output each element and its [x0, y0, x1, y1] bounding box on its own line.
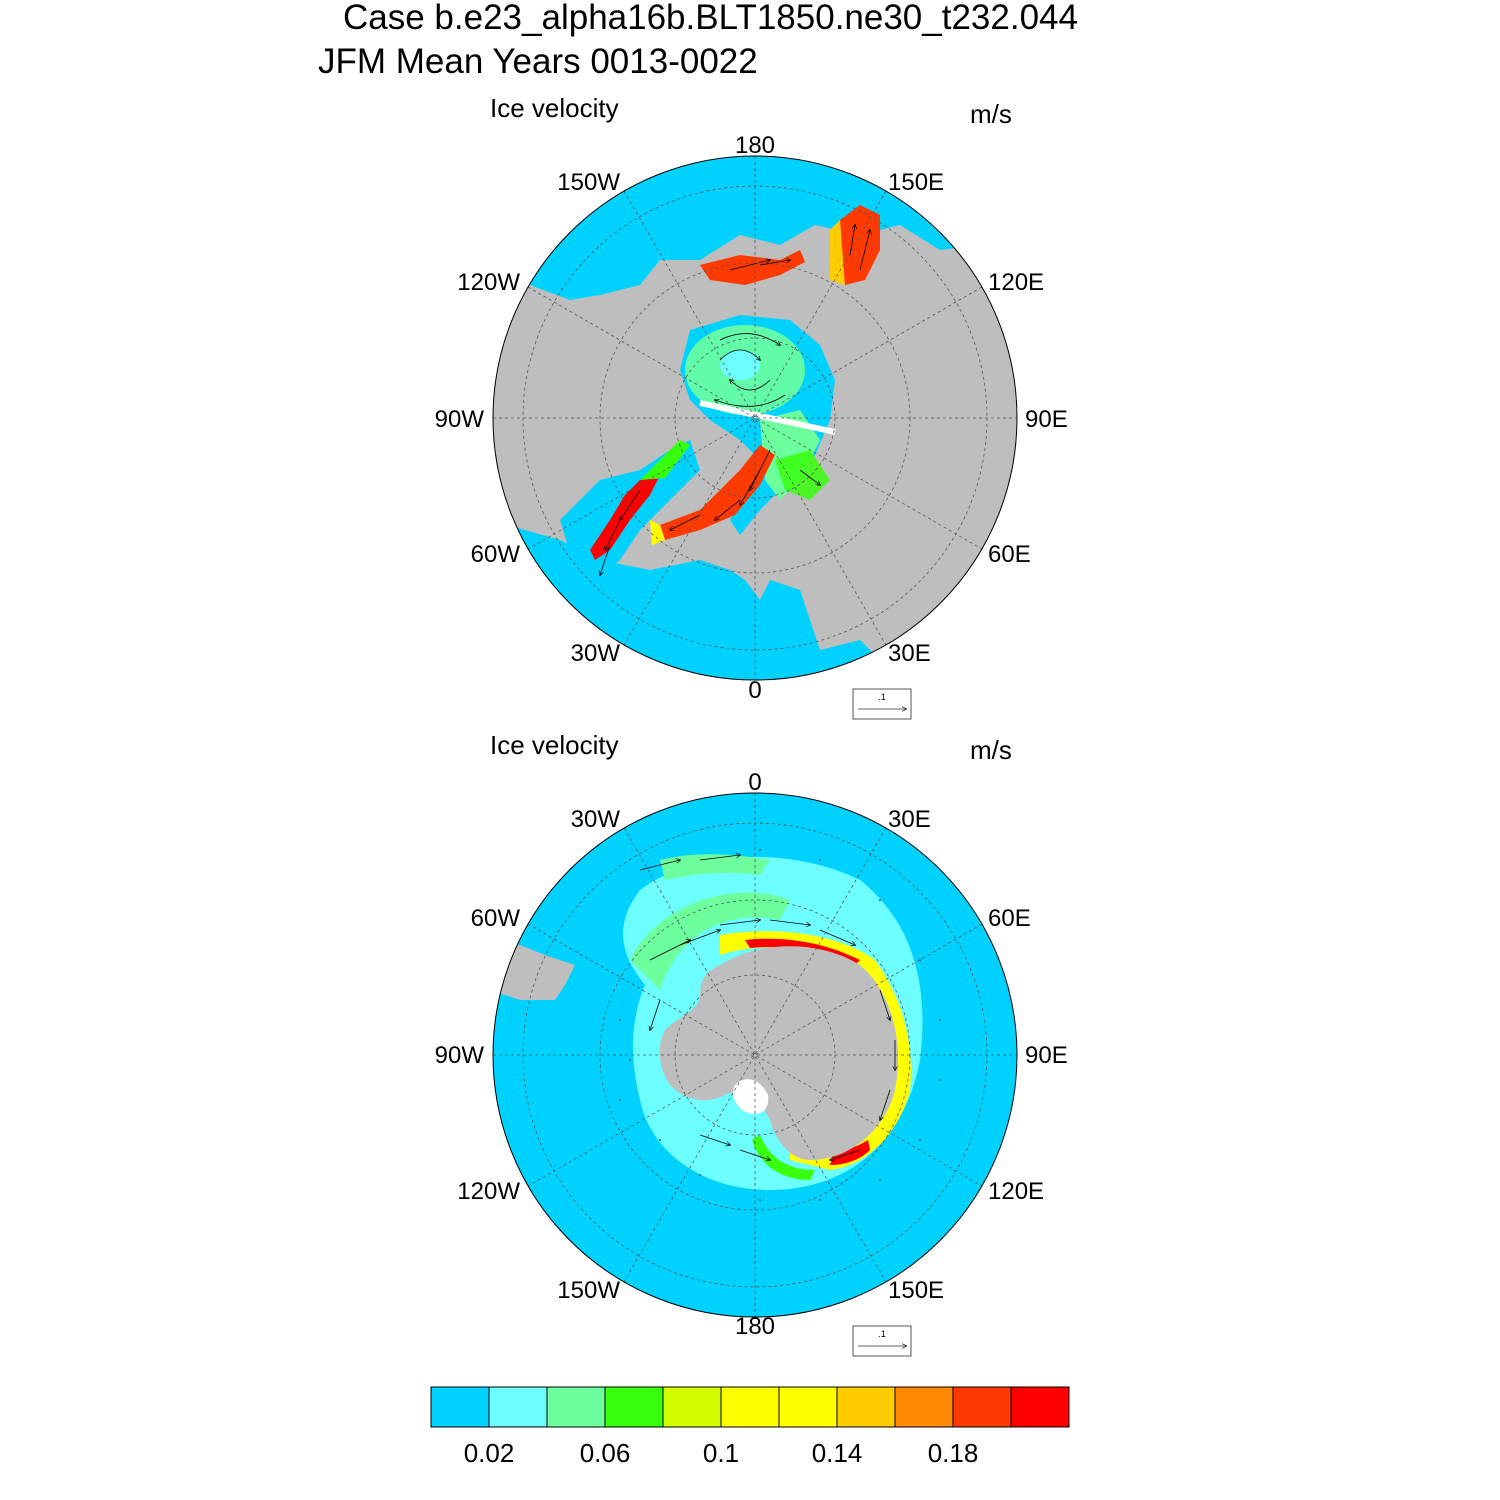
north-ref-vector-label: .1 [878, 692, 886, 702]
south-graticule [493, 793, 1017, 1317]
colorbar-swatch [720, 1386, 780, 1428]
colorbar-label: 0.14 [812, 1438, 863, 1468]
north-map-border [492, 155, 1018, 681]
south-lon-label: 120E [988, 1178, 1044, 1205]
north-chukchi-drift [700, 250, 805, 285]
south-lon-label: 90E [1025, 1042, 1068, 1069]
north-lon-label: 90W [435, 406, 485, 433]
colorbar-swatch [952, 1386, 1012, 1428]
colorbar-label: 0.18 [928, 1438, 979, 1468]
north-left-label: Ice velocity [490, 93, 619, 123]
ross-ice-shelf-gap [733, 1079, 769, 1115]
colorbar-label: 0.02 [464, 1438, 515, 1468]
colorbar-swatch [430, 1386, 490, 1428]
north-lon-label: 150E [888, 169, 944, 196]
north-lon-label: 30W [571, 640, 621, 667]
north-lon-label: 150W [557, 169, 620, 196]
north-transpolar-drift [760, 410, 820, 500]
colorbar-swatch [778, 1386, 838, 1428]
south-ref-vector-label: .1 [878, 1329, 886, 1339]
figure-title-line-1: Case b.e23_alpha16b.BLT1850.ne30_t232.04… [343, 0, 1078, 37]
south-lon-label: 60W [471, 905, 521, 932]
north-lon-label: 30E [888, 640, 931, 667]
south-lon-label: 150E [888, 1277, 944, 1304]
north-okhotsk-drift [840, 205, 880, 285]
south-lon-label: 30W [571, 806, 621, 833]
colorbar-swatch [604, 1386, 664, 1428]
colorbar-swatch [894, 1386, 954, 1428]
south-lon-label: 60E [988, 905, 1031, 932]
north-lon-label: 180 [735, 132, 775, 159]
colorbar-swatch [836, 1386, 896, 1428]
colorbar-label: 0.06 [580, 1438, 631, 1468]
south-left-label: Ice velocity [490, 730, 619, 760]
north-lon-label: 120W [457, 269, 520, 296]
north-panel: Ice velocity m/s [435, 93, 1068, 720]
south-lon-label: 180 [735, 1313, 775, 1340]
north-baffin-outflow [590, 475, 660, 560]
north-graticule [493, 156, 1017, 680]
antarctica [659, 946, 899, 1160]
north-gyre-center [720, 350, 760, 380]
colorbar-swatch [662, 1386, 722, 1428]
north-velocity-vectors [600, 225, 870, 575]
south-units-label: m/s [970, 735, 1012, 765]
south-polar-map [493, 793, 1017, 1317]
south-lon-label: 0 [748, 769, 761, 796]
north-lon-label: 90E [1025, 406, 1068, 433]
south-lon-label: 150W [557, 1277, 620, 1304]
south-lon-label: 90W [435, 1042, 485, 1069]
north-reference-vector: .1 [852, 688, 912, 720]
south-reference-vector: .1 [852, 1325, 912, 1357]
north-data-gap-line [699, 400, 836, 435]
south-weddell-gyre [630, 892, 790, 990]
north-fram-strait-outflow [660, 445, 775, 540]
south-map-border [492, 792, 1018, 1318]
north-lon-label: 60W [471, 541, 521, 568]
south-small-vector-field [619, 849, 941, 1201]
south-lon-label: 120W [457, 1178, 520, 1205]
colorbar-labels: 0.02 0.06 0.1 0.14 0.18 [464, 1438, 979, 1468]
north-units-label: m/s [970, 99, 1012, 129]
colorbar-swatch [1010, 1386, 1070, 1428]
figure-title-line-2: JFM Mean Years 0013-0022 [318, 42, 758, 81]
north-lon-label: 120E [988, 269, 1044, 296]
colorbar-swatch [546, 1386, 606, 1428]
colorbar-label: 0.1 [703, 1438, 739, 1468]
colorbar [430, 1386, 1070, 1428]
north-lon-label: 60E [988, 541, 1031, 568]
colorbar-swatch [488, 1386, 548, 1428]
south-lon-label: 30E [888, 806, 931, 833]
north-lon-label: 0 [748, 677, 761, 704]
south-panel: Ice velocity m/s [435, 730, 1068, 1357]
